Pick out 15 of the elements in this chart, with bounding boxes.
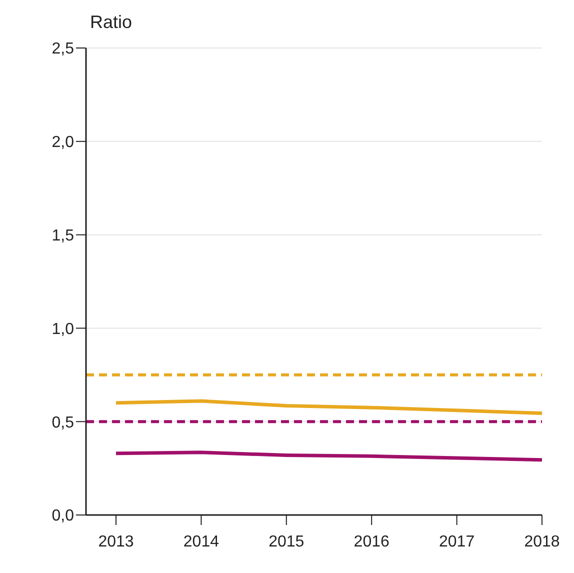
y-tick-label: 2,0 xyxy=(52,134,74,152)
x-tick-label: 2015 xyxy=(268,533,304,550)
y-tick-label: 0,5 xyxy=(52,414,74,432)
y-axis-title: Ratio xyxy=(90,12,132,33)
x-tick-label: 2016 xyxy=(354,533,390,550)
x-tick-label: 2013 xyxy=(98,533,134,550)
y-tick-label: 0,0 xyxy=(52,508,74,525)
line-series xyxy=(114,450,544,462)
y-tick-label: 2,5 xyxy=(52,40,74,58)
x-tick-label: 2014 xyxy=(183,533,220,550)
y-tick-label: 1,5 xyxy=(52,227,74,244)
line-series xyxy=(114,399,544,415)
x-tick-label: 2017 xyxy=(439,533,475,550)
x-tick-label: 2018 xyxy=(524,533,560,550)
y-tick-label: 1,0 xyxy=(52,320,74,338)
